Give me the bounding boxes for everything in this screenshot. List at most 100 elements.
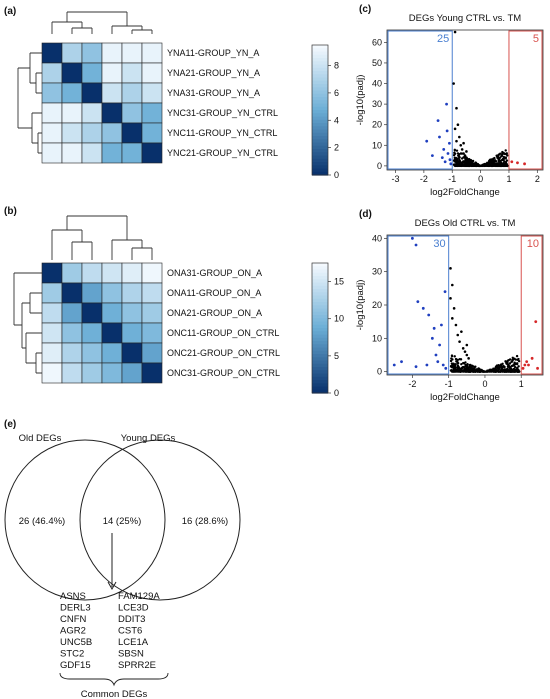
- colorbar-segment: [312, 263, 328, 267]
- colorbar-segment: [312, 376, 328, 381]
- venn-right-title: Young DEGs: [121, 433, 176, 444]
- x-axis-label: log2FoldChange: [430, 392, 500, 403]
- panel-label-d: (d): [359, 209, 372, 220]
- ns-point: [460, 162, 464, 165]
- up-point: [523, 162, 526, 166]
- ns-point: [452, 307, 456, 310]
- heatmap-row-label: YNC21-GROUP_YN_CTRL: [167, 148, 278, 158]
- ns-point: [492, 370, 495, 373]
- down-point: [445, 102, 448, 106]
- ns-point: [514, 358, 517, 361]
- down-point: [445, 129, 449, 133]
- down-point: [442, 148, 446, 151]
- colorbar-segment: [312, 350, 328, 355]
- colorbar-segment: [312, 328, 328, 332]
- heatmap-cell: [141, 362, 163, 384]
- heatmap-row-label: YNA31-GROUP_YN_A: [167, 88, 260, 98]
- up-count: 10: [527, 238, 539, 250]
- ns-point: [517, 359, 521, 363]
- up-point: [525, 360, 529, 364]
- ns-point: [471, 159, 475, 163]
- heatmap-cell: [41, 142, 63, 164]
- down-point: [414, 243, 418, 247]
- ns-point: [502, 369, 506, 373]
- ns-point: [492, 161, 495, 165]
- down-point: [392, 363, 396, 367]
- y-tick-label: 10: [372, 333, 382, 343]
- colorbar-segment: [312, 318, 328, 323]
- heatmap-row-label: ONA31-GROUP_ON_A: [167, 268, 262, 278]
- venn-circle-young: [79, 439, 241, 601]
- panel-label-b: (b): [4, 206, 17, 217]
- colorbar-segment: [312, 136, 328, 140]
- heatmap-cells: [41, 42, 163, 164]
- ns-point: [462, 362, 466, 365]
- ns-point: [515, 362, 519, 365]
- down-point: [438, 343, 442, 347]
- down-point: [449, 162, 453, 166]
- ns-point: [479, 368, 482, 372]
- heatmap-cell: [101, 322, 123, 344]
- colorbar-segment: [312, 289, 328, 293]
- ns-point: [454, 363, 457, 366]
- ns-point: [459, 358, 463, 361]
- down-region-box: [387, 235, 450, 375]
- x-tick-label: 1: [519, 379, 524, 389]
- ns-point: [506, 367, 509, 371]
- colorbar-segment: [312, 80, 328, 85]
- colorbar-segment: [312, 132, 328, 137]
- ns-point: [501, 152, 504, 156]
- x-tick-label: 1: [506, 174, 511, 184]
- ns-point: [469, 367, 472, 371]
- ns-point: [458, 152, 461, 156]
- heatmap-cell: [41, 122, 63, 144]
- ns-point: [504, 149, 507, 152]
- ns-point: [473, 370, 476, 373]
- down-point: [436, 360, 440, 364]
- heatmap-cell: [81, 342, 103, 364]
- colorbar-segment: [312, 311, 328, 316]
- ns-point: [456, 333, 460, 337]
- ns-point: [495, 364, 499, 367]
- ns-point: [460, 369, 463, 373]
- ns-point: [515, 354, 519, 358]
- heatmap-row-label: YNC31-GROUP_YN_CTRL: [167, 108, 278, 118]
- heatmap-cell: [141, 142, 163, 164]
- colorbar-segment: [312, 298, 328, 303]
- up-point: [536, 366, 539, 370]
- colorbar-segment: [312, 324, 328, 329]
- heatmap-cell: [141, 322, 163, 344]
- down-point: [432, 326, 436, 330]
- ns-point: [503, 160, 506, 163]
- colorbar-segment: [312, 282, 328, 287]
- x-tick-label: 0: [482, 379, 487, 389]
- ns-point: [463, 160, 466, 164]
- ns-point: [466, 362, 469, 366]
- colorbar-segment: [312, 155, 328, 160]
- colorbar-segment: [312, 321, 328, 326]
- down-point: [414, 365, 418, 369]
- ns-point: [496, 366, 499, 370]
- down-point: [421, 306, 425, 310]
- down-point: [436, 119, 440, 122]
- colorbar-tick-label: 5: [334, 351, 339, 361]
- down-point: [443, 290, 447, 294]
- colorbar-segment: [312, 302, 328, 306]
- ns-point: [477, 163, 481, 167]
- ns-point: [498, 164, 502, 167]
- ns-point: [464, 159, 467, 162]
- ns-point: [462, 366, 466, 369]
- venn-diagram: (e) Old DEGs Young DEGs 26 (46.4%) 14 (2…: [4, 419, 241, 699]
- colorbar-segment: [312, 152, 328, 157]
- heatmap-row-label: YNC11-GROUP_YN_CTRL: [167, 128, 277, 138]
- ns-point: [506, 154, 509, 157]
- y-tick-label: 10: [372, 140, 382, 150]
- colorbar-segment: [312, 149, 328, 153]
- x-axis-label: log2FoldChange: [430, 187, 500, 198]
- y-axis-label: -log10(padj): [355, 75, 366, 126]
- colorbar-segment: [312, 158, 328, 163]
- x-tick-label: 2: [535, 174, 540, 184]
- heatmap-cell: [121, 102, 143, 124]
- ns-point: [508, 358, 512, 361]
